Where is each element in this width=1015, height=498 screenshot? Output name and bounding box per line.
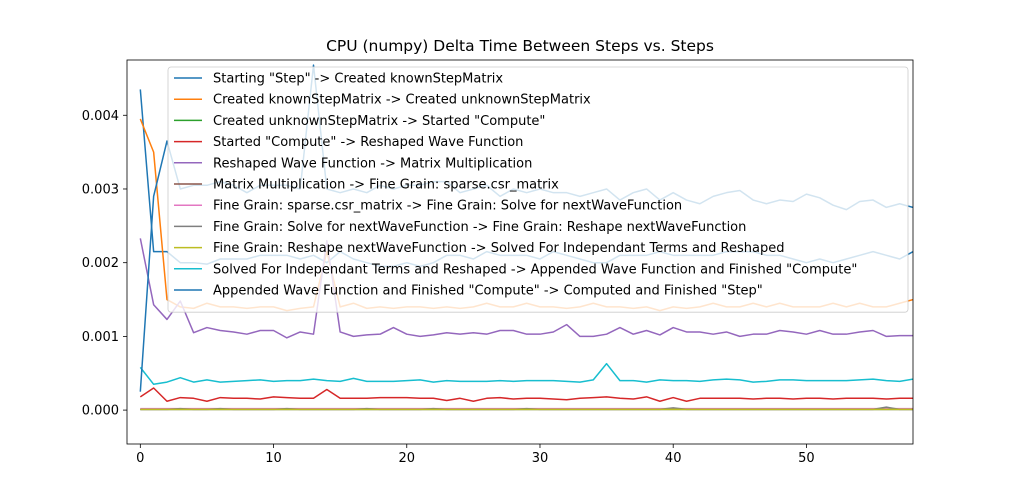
x-tick-label: 30 <box>532 451 549 466</box>
legend-label: Appended Wave Function and Finished "Com… <box>213 284 763 299</box>
chart-title: CPU (numpy) Delta Time Between Steps vs.… <box>326 37 714 55</box>
y-tick-label: 0.002 <box>82 256 119 271</box>
legend-label: Started "Compute" -> Reshaped Wave Funct… <box>213 135 523 150</box>
y-tick-label: 0.004 <box>82 109 119 124</box>
x-tick-label: 0 <box>136 451 144 466</box>
legend-label: Matrix Multiplication -> Fine Grain: spa… <box>213 178 559 193</box>
series-line-4 <box>139 387 913 402</box>
legend-label: Reshaped Wave Function -> Matrix Multipl… <box>213 156 532 171</box>
plot-frame <box>126 59 914 445</box>
legend-label: Solved For Independant Terms and Reshape… <box>213 262 857 277</box>
y-tick-label: 0.003 <box>82 182 119 197</box>
x-tick-label: 40 <box>665 451 682 466</box>
legend-label: Fine Grain: Reshape nextWaveFunction -> … <box>213 241 784 256</box>
x-axis-ticks: 0 10 20 30 40 50 <box>136 444 815 466</box>
y-axis-ticks: 0.000 0.001 0.002 0.003 0.004 <box>82 109 127 419</box>
y-tick-label: 0.000 <box>82 404 119 419</box>
legend-label: Fine Grain: sparse.csr_matrix -> Fine Gr… <box>213 199 682 214</box>
x-tick-label: 50 <box>798 451 815 466</box>
series-line-5 <box>139 238 913 339</box>
axes <box>126 59 914 445</box>
legend: Starting "Step" -> Created knownStepMatr… <box>167 66 909 313</box>
x-tick-label: 20 <box>398 451 415 466</box>
legend-label: Created unknownStepMatrix -> Started "Co… <box>213 114 545 129</box>
x-tick-label: 10 <box>265 451 282 466</box>
series-line-10 <box>139 362 913 386</box>
legend-label: Fine Grain: Solve for nextWaveFunction -… <box>213 220 746 235</box>
legend-label: Starting "Step" -> Created knownStepMatr… <box>213 72 503 87</box>
y-tick-label: 0.001 <box>82 330 119 345</box>
legend-box <box>167 66 909 313</box>
legend-label: Created knownStepMatrix -> Created unkno… <box>213 93 591 108</box>
